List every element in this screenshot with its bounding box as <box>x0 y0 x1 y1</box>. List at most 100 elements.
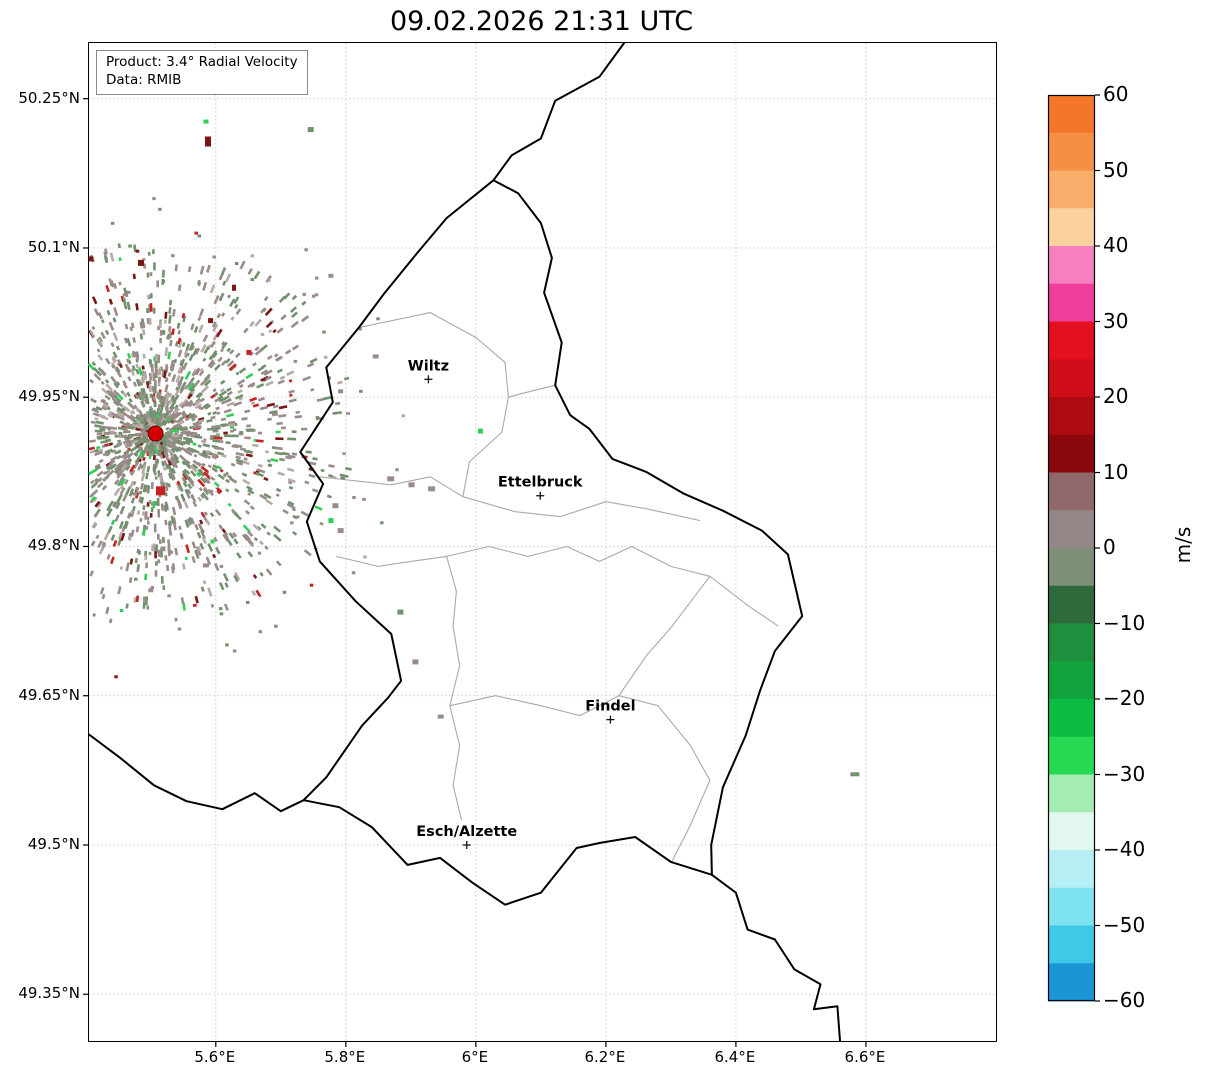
colorbar-unit-label: m/s <box>1171 526 1195 564</box>
radar-echo <box>155 417 159 425</box>
radar-echo <box>199 519 204 525</box>
radar-echo <box>194 549 200 559</box>
radar-echo <box>125 486 132 496</box>
radar-echo <box>113 283 118 290</box>
radar-echo <box>277 379 285 385</box>
radar-echo <box>184 370 192 380</box>
radar-echo <box>96 481 104 489</box>
radar-echo <box>188 354 194 362</box>
radar-echo <box>159 337 163 344</box>
radar-echo <box>275 355 282 362</box>
radar-echo <box>139 420 148 428</box>
radar-echo <box>116 454 122 460</box>
radar-echo <box>164 347 169 356</box>
radar-echo <box>134 491 140 499</box>
radar-echo <box>187 266 192 273</box>
radar-echo <box>230 462 236 467</box>
radar-echo <box>179 376 185 383</box>
radar-echo <box>236 552 242 559</box>
radar-echo <box>134 487 140 497</box>
isolated-echo <box>428 486 436 492</box>
cb-tick-label: −10 <box>1103 610 1146 635</box>
radar-echo <box>203 511 208 516</box>
radar-echo <box>94 477 99 482</box>
city-markers: Wiltz Ettelbruck Findel Esch/Alzette <box>408 358 636 849</box>
radar-echo <box>114 449 122 455</box>
radar-echo <box>184 417 190 422</box>
radar-echo <box>127 352 132 359</box>
radar-echo <box>154 501 158 506</box>
cb-tick-label: 20 <box>1103 384 1129 408</box>
radar-echo <box>274 624 278 628</box>
radar-echo <box>126 458 133 465</box>
radar-echo <box>134 452 139 458</box>
radar-echo <box>163 460 168 465</box>
radar-echo <box>181 472 189 481</box>
radar-echo <box>174 264 178 272</box>
radar-echo <box>237 389 243 394</box>
radar-echo <box>106 389 115 398</box>
radar-echo <box>104 357 111 365</box>
radar-echo <box>273 533 282 542</box>
radar-echo <box>244 509 251 515</box>
radar-echo <box>167 351 172 360</box>
radar-echo <box>187 393 193 400</box>
radar-echo <box>173 411 182 420</box>
radar-echo <box>149 386 153 390</box>
radar-echo <box>292 514 298 520</box>
radar-echo <box>220 395 230 402</box>
radar-echo <box>90 397 97 404</box>
radar-echo <box>180 493 186 503</box>
radar-echo <box>130 529 135 537</box>
radar-echo <box>173 453 179 459</box>
radar-echo <box>122 494 128 502</box>
radar-echo <box>135 378 141 387</box>
radar-echo <box>97 338 104 346</box>
radar-echo <box>120 532 126 542</box>
radar-echo <box>265 450 269 454</box>
radar-echo <box>283 292 291 300</box>
radar-echo <box>110 519 116 526</box>
radar-echo <box>153 401 157 408</box>
radar-echo <box>236 378 246 386</box>
radar-echo <box>156 497 160 506</box>
radar-echo <box>146 521 150 525</box>
radar-echo <box>153 471 157 476</box>
radar-echo <box>288 389 295 394</box>
radar-echo <box>182 436 193 441</box>
radar-echo <box>208 355 214 361</box>
radar-echo <box>156 533 160 540</box>
radar-echo <box>294 415 303 419</box>
radar-echo <box>202 488 210 496</box>
radar-echo <box>201 492 209 501</box>
radar-echo <box>241 417 248 421</box>
radar-echo <box>150 586 154 589</box>
radar-echo <box>204 379 212 387</box>
radar-echo <box>100 380 105 386</box>
radar-echo <box>142 596 146 602</box>
radar-echo <box>168 325 172 332</box>
radar-echo <box>106 508 113 517</box>
cb-tick-label: −30 <box>1103 761 1146 786</box>
radar-echo <box>95 405 103 411</box>
radar-echo <box>167 482 171 488</box>
radar-echo <box>90 420 96 425</box>
canton-border <box>618 575 711 697</box>
radar-echo <box>311 294 316 298</box>
radar-echo <box>180 431 187 435</box>
radar-echo <box>142 456 146 462</box>
radar-echo <box>171 254 175 258</box>
cb-tick-label: −50 <box>1103 912 1146 937</box>
isolated-echo <box>205 136 211 147</box>
radar-echo <box>266 402 275 408</box>
isolated-echo <box>88 256 94 262</box>
radar-echo <box>218 390 227 397</box>
radar-echo <box>218 292 225 302</box>
radar-echo <box>187 483 193 490</box>
radar-echo <box>192 347 198 357</box>
radar-echo <box>202 580 207 585</box>
radar-echo <box>255 589 262 598</box>
canton-border <box>449 695 711 862</box>
radar-echo <box>212 323 219 332</box>
radar-echo <box>209 512 215 518</box>
